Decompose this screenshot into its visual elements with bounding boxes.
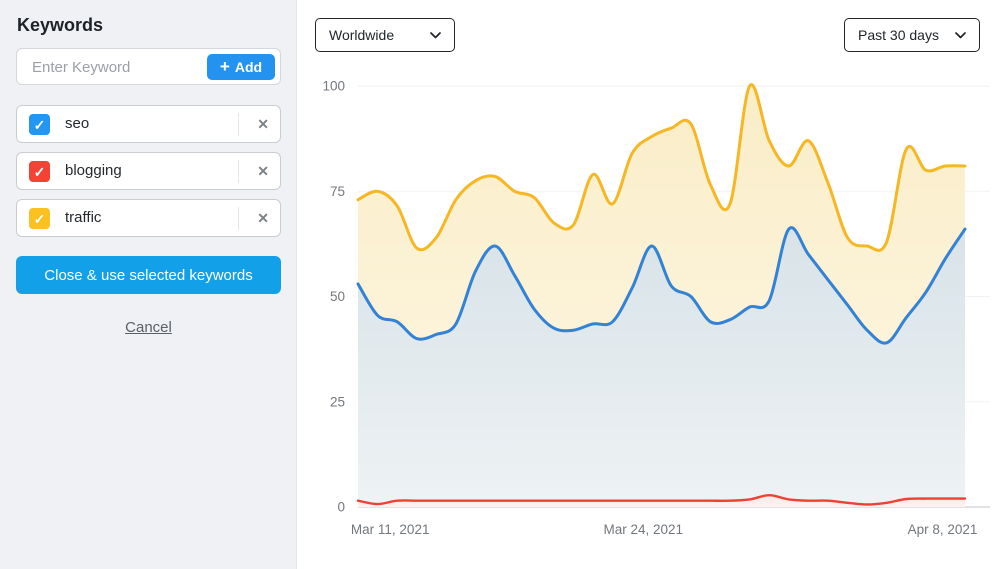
keyword-chip-traffic: ✓ traffic ✕ — [16, 199, 281, 237]
keyword-checkbox[interactable]: ✓ — [29, 114, 50, 135]
checkmark-icon: ✓ — [33, 163, 46, 180]
series-line-blogging — [356, 494, 967, 506]
series-line-traffic — [356, 83, 967, 252]
plus-icon: + — [219, 56, 230, 76]
svg-text:Apr 8, 2021: Apr 8, 2021 — [908, 522, 978, 537]
chevron-down-icon — [430, 31, 441, 38]
series-fill-seo — [358, 227, 965, 507]
svg-text:Mar 24, 2021: Mar 24, 2021 — [604, 522, 684, 537]
region-dropdown-value: Worldwide — [329, 27, 395, 43]
keyword-chip-blogging: ✓ blogging ✕ — [16, 152, 281, 190]
keyword-label: seo — [65, 115, 90, 132]
keyword-chip-seo: ✓ seo ✕ — [16, 105, 281, 143]
chart-y-axis-labels: 0 25 50 75 100 — [322, 79, 345, 515]
keyword-input-wrap: + Add — [16, 48, 281, 86]
chip-divider — [238, 160, 239, 183]
chart-series — [356, 83, 967, 507]
trends-chart: 0 25 50 75 100 Mar 11, 2021 Mar 24, 2021 Apr 8… — [322, 79, 990, 537]
add-button-label: Add — [234, 59, 263, 75]
keyword-input[interactable] — [30, 49, 209, 86]
checkmark-icon: ✓ — [33, 210, 46, 227]
close-use-keywords-button[interactable]: Close & use selected keywords — [16, 256, 281, 294]
keyword-checkbox[interactable]: ✓ — [29, 161, 50, 182]
svg-text:50: 50 — [330, 289, 345, 304]
add-keyword-button[interactable]: + Add — [207, 54, 275, 80]
trends-panel: Worldwide Past 30 days 0 25 50 75 100 Mar 11… — [297, 0, 1000, 569]
timerange-dropdown[interactable]: Past 30 days — [844, 18, 980, 52]
svg-text:0: 0 — [337, 500, 345, 515]
cancel-link[interactable]: Cancel — [125, 319, 172, 336]
keywords-panel: Keywords + Add ✓ seo ✕ ✓ blogging ✕ — [0, 0, 297, 569]
svg-text:75: 75 — [330, 184, 345, 199]
chevron-down-icon — [955, 31, 966, 38]
remove-keyword-button[interactable]: ✕ — [257, 210, 269, 226]
remove-keyword-button[interactable]: ✕ — [257, 116, 269, 132]
keyword-label: blogging — [65, 162, 122, 179]
chart-x-axis-labels: Mar 11, 2021 Mar 24, 2021 Apr 8, 2021 — [351, 522, 977, 537]
keyword-checkbox[interactable]: ✓ — [29, 208, 50, 229]
svg-text:100: 100 — [322, 79, 345, 94]
remove-keyword-button[interactable]: ✕ — [257, 163, 269, 179]
svg-text:25: 25 — [330, 394, 345, 409]
keyword-label: traffic — [65, 209, 102, 226]
svg-text:Mar 11, 2021: Mar 11, 2021 — [351, 522, 430, 537]
timerange-dropdown-value: Past 30 days — [858, 27, 939, 43]
chip-divider — [238, 113, 239, 136]
panel-title: Keywords — [17, 15, 104, 35]
checkmark-icon: ✓ — [33, 116, 46, 133]
region-dropdown[interactable]: Worldwide — [315, 18, 455, 52]
series-line-seo — [356, 226, 967, 345]
chip-divider — [238, 207, 239, 230]
